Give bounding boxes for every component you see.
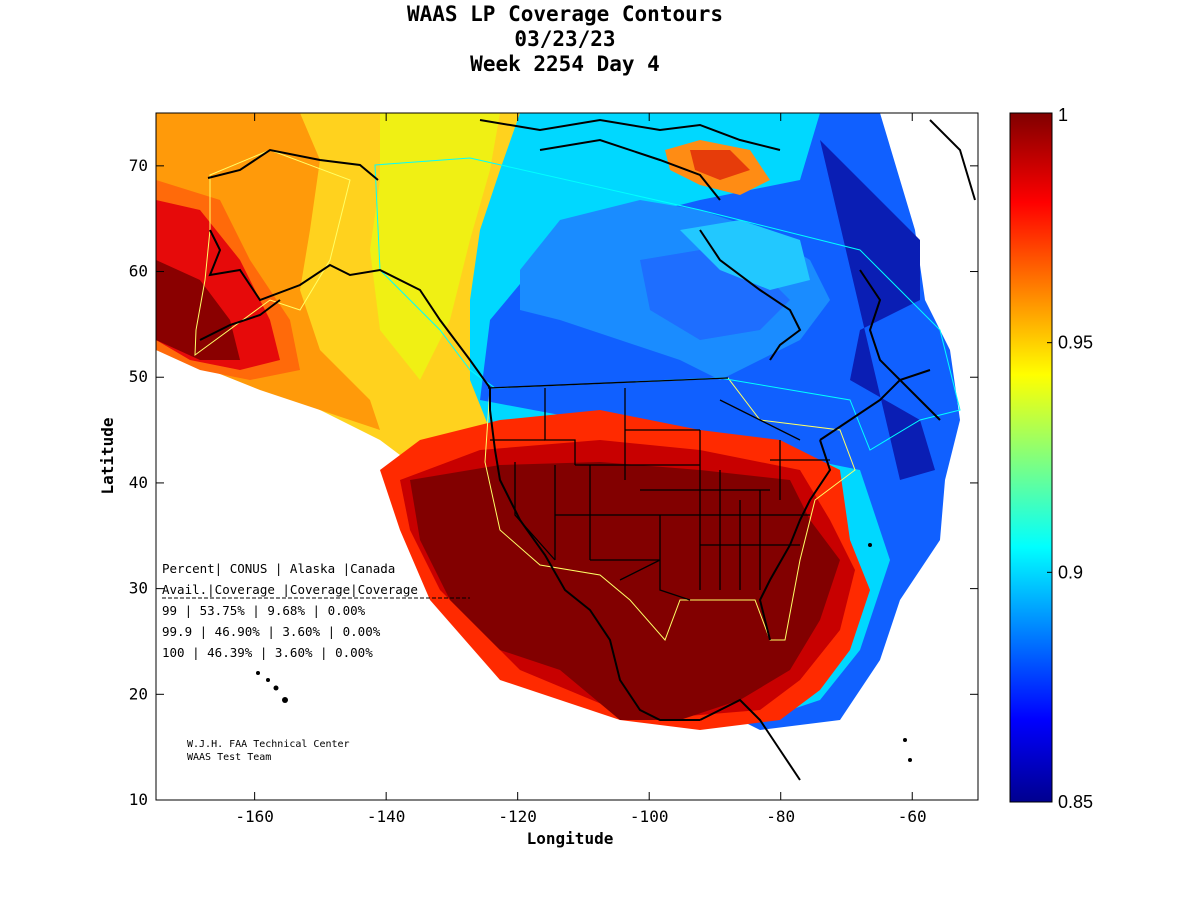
colorbar-ticks: 1 0.95 0.9 0.85 bbox=[1047, 105, 1093, 812]
map-date: 03/23/23 bbox=[514, 27, 616, 51]
y-tick-label: 10 bbox=[129, 790, 148, 809]
table-row-99: 99 | 53.75% | 9.68% | 0.00% bbox=[162, 603, 366, 618]
x-tick-label: -120 bbox=[498, 807, 537, 826]
x-tick-label: -160 bbox=[235, 807, 274, 826]
table-row-100: 100 | 46.39% | 3.60% | 0.00% bbox=[162, 645, 373, 660]
state-borders bbox=[487, 377, 830, 601]
colorbar-tick-label: 0.95 bbox=[1058, 333, 1093, 353]
coverage-map bbox=[156, 113, 978, 800]
canada-service-boundary bbox=[374, 157, 961, 451]
table-header-2: Avail.|Coverage |Coverage|Coverage bbox=[162, 582, 418, 597]
x-tick-label: -60 bbox=[898, 807, 927, 826]
x-axis-label: Longitude bbox=[527, 829, 614, 848]
credit-line-2: WAAS Test Team bbox=[187, 752, 271, 763]
y-axis: 10 20 30 40 50 60 70 bbox=[129, 156, 978, 809]
y-tick-label: 40 bbox=[129, 473, 148, 492]
y-tick-label: 70 bbox=[129, 156, 148, 175]
colorbar bbox=[1009, 112, 1053, 803]
coverage-table: Percent| CONUS | Alaska |Canada Avail.|C… bbox=[162, 561, 470, 660]
islands bbox=[256, 543, 912, 762]
y-tick-label: 20 bbox=[129, 684, 148, 703]
plot-frame bbox=[155, 112, 979, 801]
y-tick-label: 50 bbox=[129, 367, 148, 386]
coverage-contour-dark-red-west bbox=[156, 260, 240, 360]
credit-line-1: W.J.H. FAA Technical Center bbox=[187, 739, 350, 750]
colorbar-tick-label: 0.85 bbox=[1058, 792, 1093, 812]
y-axis-label: Latitude bbox=[98, 417, 117, 494]
map-week-day: Week 2254 Day 4 bbox=[470, 52, 660, 76]
conus-service-boundary bbox=[484, 377, 856, 641]
x-tick-label: -80 bbox=[766, 807, 795, 826]
coastlines bbox=[199, 118, 976, 781]
x-tick-label: -140 bbox=[367, 807, 406, 826]
colorbar-tick-label: 0.9 bbox=[1058, 562, 1083, 582]
y-tick-label: 30 bbox=[129, 579, 148, 598]
x-axis: -160 -140 -120 -100 -80 -60 bbox=[235, 113, 927, 826]
map-title: WAAS LP Coverage Contours bbox=[406, 2, 724, 26]
colorbar-tick-label: 1 bbox=[1058, 105, 1068, 125]
table-row-99-9: 99.9 | 46.90% | 3.60% | 0.00% bbox=[162, 624, 381, 639]
coverage-contour-dark-red-conus bbox=[410, 462, 840, 720]
y-tick-label: 60 bbox=[129, 262, 148, 281]
table-header-1: Percent| CONUS | Alaska |Canada bbox=[162, 561, 395, 576]
x-tick-label: -100 bbox=[630, 807, 669, 826]
